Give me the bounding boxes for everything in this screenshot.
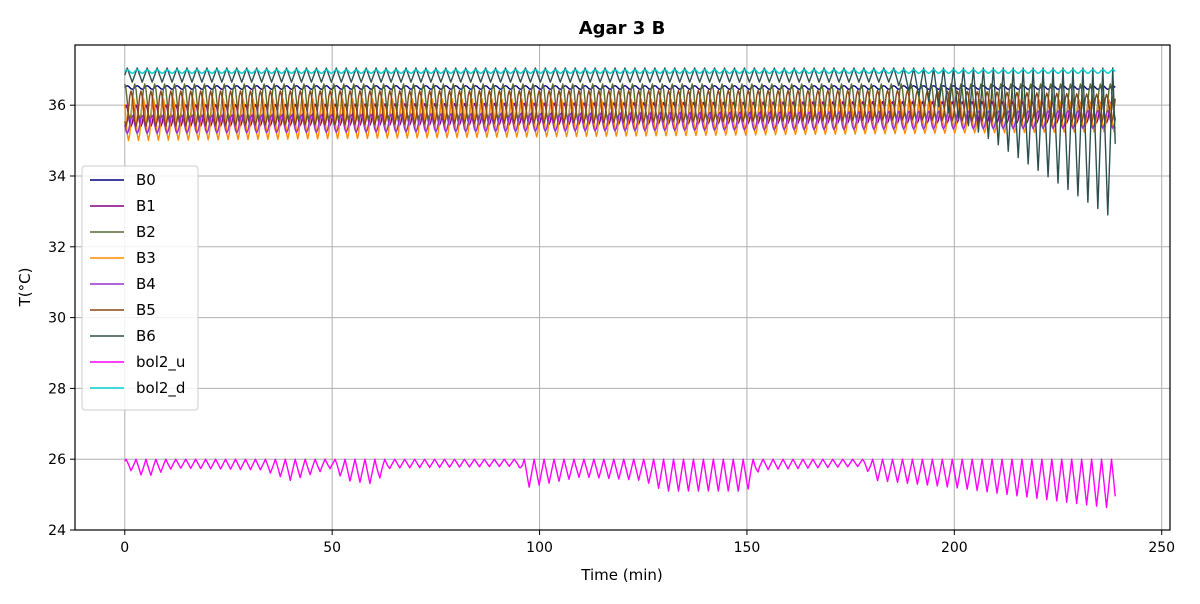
legend-label: B5 [136, 301, 156, 319]
legend: B0 B1 B2 B3 B4 B5 B6 bol2_u bol2_d [81, 165, 199, 411]
series-line-bol2-d [124, 69, 1116, 75]
y-axis-label: T(°C) [16, 268, 34, 308]
x-tick-label: 150 [734, 540, 761, 556]
legend-box [81, 165, 199, 411]
ticks: 0 50 100 150 200 250 24 26 28 30 32 34 36 [48, 98, 1175, 556]
legend-label: B2 [136, 223, 156, 241]
y-tick-label: 34 [48, 169, 66, 185]
chart-title: Agar 3 B [579, 18, 666, 39]
legend-label: B0 [136, 171, 156, 189]
legend-label: B6 [136, 327, 156, 345]
y-tick-label: 28 [48, 381, 66, 397]
y-tick-label: 30 [48, 311, 66, 327]
y-axis-label-group: T(°C) [16, 268, 34, 308]
x-tick-label: 50 [323, 540, 341, 556]
y-tick-label: 24 [48, 523, 66, 539]
x-axis-label: Time (min) [580, 566, 662, 584]
y-tick-label: 36 [48, 98, 66, 114]
series-layer [124, 67, 1116, 509]
y-tick-label: 32 [48, 240, 66, 256]
legend-label: bol2_u [136, 353, 185, 372]
x-tick-label: 250 [1148, 540, 1175, 556]
series-line-bol2-u [124, 458, 1116, 509]
x-tick-label: 0 [120, 540, 129, 556]
series-line-B4 [124, 109, 1116, 135]
series-line-B5 [124, 89, 1116, 128]
x-tick-label: 200 [941, 540, 968, 556]
plot-frame [74, 44, 1171, 531]
series-line-B6 [124, 67, 1116, 216]
y-tick-label: 26 [48, 452, 66, 468]
legend-label: B4 [136, 275, 156, 293]
legend-label: B3 [136, 249, 156, 267]
legend-label: bol2_d [136, 379, 185, 398]
x-tick-label: 100 [526, 540, 553, 556]
legend-label: B1 [136, 197, 156, 215]
